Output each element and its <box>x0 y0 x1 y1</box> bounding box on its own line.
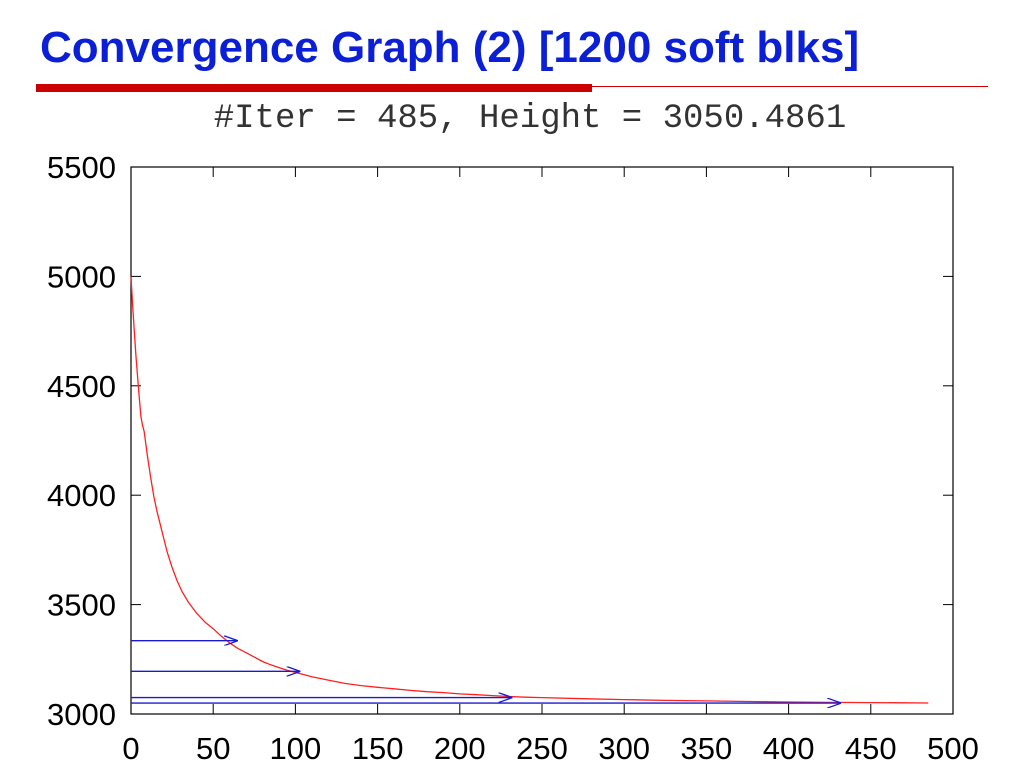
y-tick-label: 4000 <box>47 478 116 513</box>
x-tick-label: 400 <box>763 731 815 766</box>
x-tick-label: 100 <box>270 731 322 766</box>
title-underline-thick <box>36 84 592 92</box>
x-tick-label: 250 <box>516 731 568 766</box>
x-tick-label: 500 <box>927 731 979 766</box>
x-tick-label: 350 <box>681 731 733 766</box>
x-tick-label: 150 <box>352 731 404 766</box>
slide-title: Convergence Graph (2) [1200 soft blks] <box>40 23 860 72</box>
title-underline-thin <box>592 86 988 87</box>
y-tick-label: 5000 <box>47 259 116 294</box>
y-tick-label: 5500 <box>47 150 116 185</box>
y-tick-label: 3500 <box>47 588 116 623</box>
y-tick-label: 3000 <box>47 697 116 732</box>
x-tick-label: 200 <box>434 731 486 766</box>
series-line <box>130 276 929 704</box>
x-tick-label: 300 <box>598 731 650 766</box>
plot-frame <box>130 166 954 715</box>
x-tick-label: 450 <box>845 731 897 766</box>
y-tick-label: 4500 <box>47 369 116 404</box>
chart-title: #Iter = 485, Height = 3050.4861 <box>214 100 847 138</box>
x-tick-label: 50 <box>196 731 230 766</box>
x-tick-label: 0 <box>122 731 139 766</box>
